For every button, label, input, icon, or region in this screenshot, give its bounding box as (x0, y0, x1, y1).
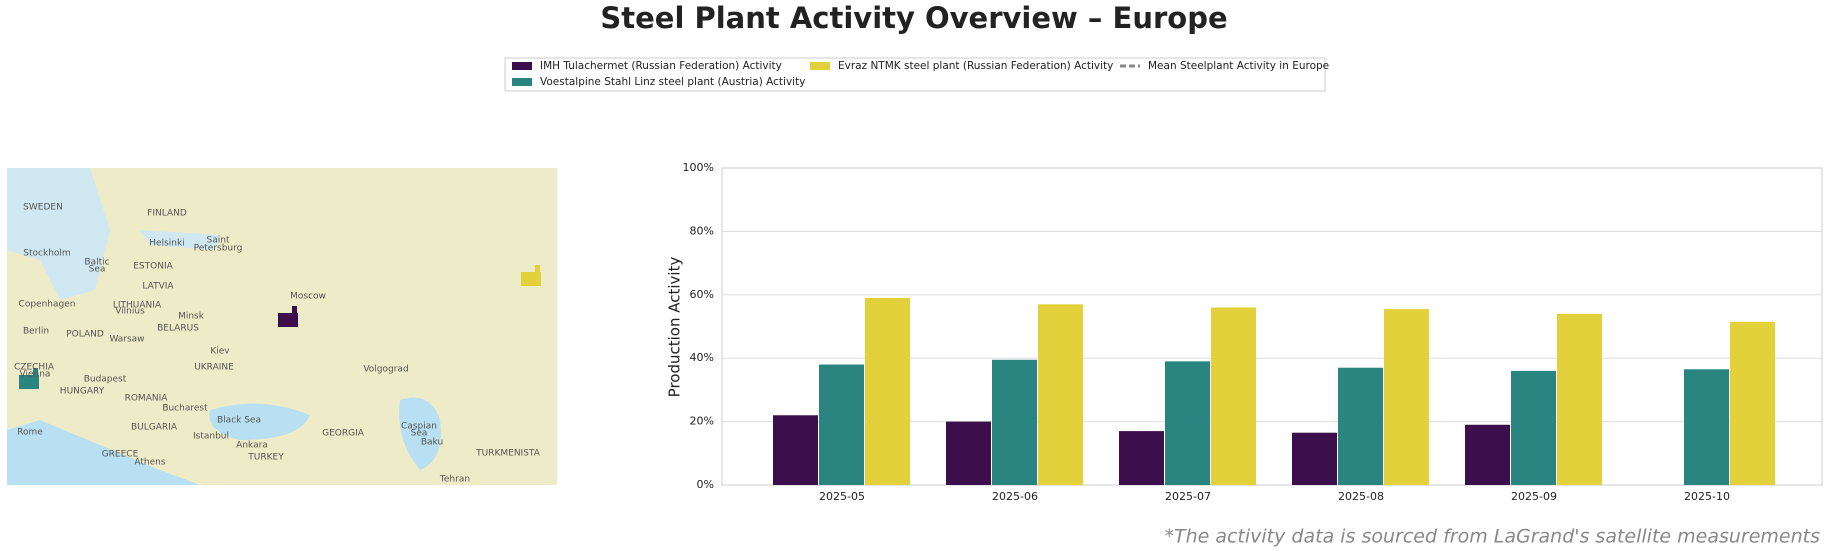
bar (773, 415, 818, 485)
bar (946, 421, 991, 485)
legend-swatch (810, 62, 830, 70)
y-tick-label: 0% (697, 478, 714, 491)
map-label: ESTONIA (133, 262, 173, 272)
map-label: LATVIA (142, 282, 174, 292)
map-label: Minsk (178, 312, 205, 322)
map-label: BULGARIA (131, 423, 178, 433)
bar (819, 364, 864, 485)
map-label: Tehran (439, 475, 470, 485)
map-label: Volgograd (363, 365, 408, 375)
map-label: Caspian (401, 422, 437, 432)
map-label: Saint (207, 236, 230, 246)
map-label: Kiev (210, 347, 230, 357)
map-water (7, 168, 110, 300)
map-label: GEORGIA (322, 429, 365, 439)
map-label: POLAND (66, 330, 104, 340)
map-water (140, 230, 220, 250)
map-label: Moscow (290, 292, 326, 302)
map-label: Stockholm (23, 249, 70, 259)
legend-label: IMH Tulachermet (Russian Federation) Act… (540, 60, 782, 72)
map-label: Budapest (84, 375, 127, 385)
plot-border (721, 167, 1823, 486)
x-tick-label: 2025-07 (1165, 490, 1211, 503)
map-label: Petersburg (194, 244, 243, 254)
bar (1557, 313, 1602, 485)
map-label: GREECE (102, 450, 139, 460)
map-label: Copenhagen (19, 300, 76, 310)
map-label: TURKEY (247, 453, 284, 463)
map-label: CZECHIA (14, 363, 55, 373)
legend-swatch (512, 78, 532, 86)
map-label: Baku (421, 438, 443, 448)
bar (1292, 432, 1337, 485)
bar (1465, 424, 1510, 485)
bar (1338, 367, 1383, 485)
y-tick-label: 60% (690, 288, 714, 301)
map-label: BELARUS (157, 324, 199, 334)
x-tick-label: 2025-08 (1338, 490, 1384, 503)
map-label: LITHUANIA (113, 301, 162, 311)
y-tick-label: 80% (690, 224, 714, 237)
map-label: HUNGARY (60, 387, 105, 397)
legend-label: Evraz NTMK steel plant (Russian Federati… (838, 60, 1113, 72)
map-water (399, 397, 441, 470)
map-label: Helsinki (149, 239, 184, 249)
x-tick-label: 2025-06 (992, 490, 1038, 503)
map-label: Baltic (84, 258, 109, 268)
bar (1511, 370, 1556, 485)
y-axis-label: Production Activity (666, 257, 684, 398)
chart-title: Steel Plant Activity Overview – Europe (600, 1, 1227, 35)
map-label: SWEDEN (23, 203, 63, 213)
map-label: FINLAND (147, 209, 187, 219)
map-label: UKRAINE (194, 363, 234, 373)
bar (1384, 309, 1429, 485)
map-water (209, 403, 310, 440)
x-tick-label: 2025-10 (1684, 490, 1730, 503)
map-label: Athens (134, 458, 165, 468)
map-label: TURKMENISTA (475, 449, 541, 459)
y-tick-label: 40% (690, 351, 714, 364)
map-label: Black Sea (217, 416, 261, 426)
x-tick-label: 2025-05 (819, 490, 865, 503)
y-tick-label: 20% (690, 415, 714, 428)
plant-marker (521, 265, 541, 286)
legend-box (504, 57, 1326, 92)
legend-label: Mean Steelplant Activity in Europe (1148, 60, 1329, 72)
map-label: Warsaw (109, 335, 144, 345)
map-label: Ankara (236, 441, 268, 451)
bar (1165, 361, 1210, 485)
bar (865, 297, 910, 485)
bar (1211, 307, 1256, 485)
bar (1684, 369, 1729, 485)
map-label: ROMANIA (125, 394, 169, 404)
map-label: Berlin (23, 327, 49, 337)
y-tick-label: 100% (683, 161, 714, 174)
plant-marker (19, 368, 39, 389)
map-label: Vienna (20, 370, 51, 380)
map-label: Bucharest (162, 404, 208, 414)
bar (992, 359, 1037, 485)
map-water (7, 420, 200, 485)
bar (1038, 304, 1083, 485)
x-tick-label: 2025-09 (1511, 490, 1557, 503)
map-label: Vilnius (115, 307, 145, 317)
map-label: Sea (89, 265, 106, 275)
plant-marker (278, 306, 298, 327)
map-label: Sea (411, 429, 428, 439)
source-note: *The activity data is sourced from LaGra… (1164, 526, 1820, 548)
bar (1119, 431, 1164, 485)
bar (1730, 321, 1775, 485)
map-label: Rome (17, 428, 43, 438)
legend-label: Voestalpine Stahl Linz steel plant (Aust… (540, 76, 805, 88)
map-label: Istanbul (193, 432, 229, 442)
legend-swatch (512, 62, 532, 70)
